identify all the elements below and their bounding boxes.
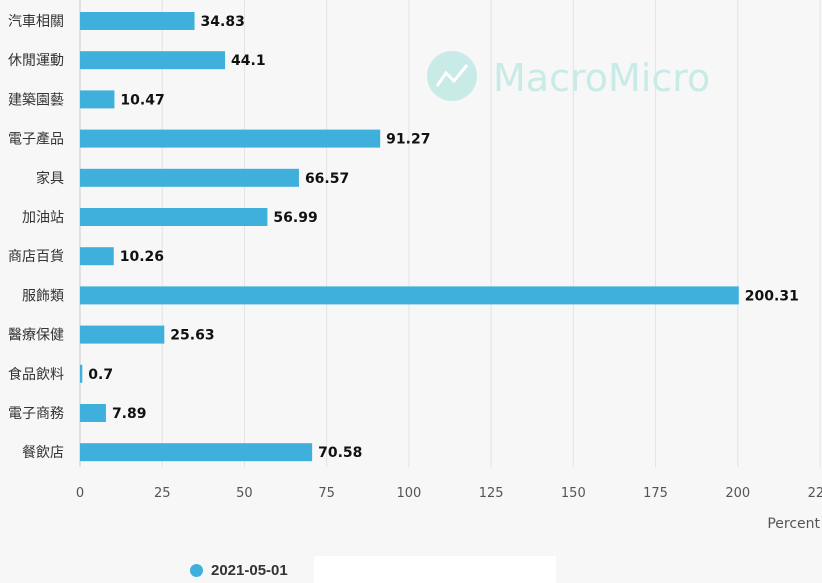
x-tick-label: 0: [76, 486, 84, 501]
macromicro-logo-icon: [427, 51, 477, 101]
bar-chart: MacroMicro 汽車相關休閒運動建築園藝電子產品家具加油站商店百貨服飾類醫…: [8, 0, 822, 532]
x-tick-label: 25: [154, 486, 171, 501]
data-label: 34.83: [201, 14, 245, 30]
data-label: 7.89: [112, 406, 147, 422]
category-label: 餐飲店: [22, 445, 64, 461]
category-label: 加油站: [22, 210, 64, 226]
grid-lines: [161, 0, 821, 467]
category-label: 電子產品: [8, 131, 64, 148]
category-label: 服飾類: [22, 288, 64, 304]
bars: [80, 12, 739, 462]
category-label: 醫療保健: [8, 327, 64, 344]
bar[interactable]: [80, 364, 83, 383]
legend-label: 2021-05-01: [211, 562, 288, 579]
bar[interactable]: [80, 51, 226, 70]
data-label: 44.1: [231, 53, 266, 69]
data-label: 91.27: [386, 132, 430, 148]
data-label: 10.47: [120, 92, 164, 108]
data-label: 66.57: [305, 171, 349, 187]
x-tick-label: 75: [318, 486, 335, 501]
data-labels: 34.83 44.1 10.47 91.27 66.57 56.99 10.26 200.31…: [88, 14, 799, 461]
bar[interactable]: [80, 404, 106, 422]
data-label: 10.26: [120, 249, 164, 265]
legend-marker: [190, 564, 203, 577]
category-label: 汽車相關: [8, 13, 64, 30]
data-label: 70.58: [318, 445, 362, 461]
watermark-text: MacroMicro: [493, 56, 710, 100]
legend-item[interactable]: 2021-05-01: [190, 562, 288, 579]
x-tick-label: 150: [561, 486, 586, 501]
x-tick-labels: 0 25 50 75 100 125 150 175 200 225: [76, 486, 822, 501]
category-labels: 汽車相關休閒運動建築園藝電子產品家具加油站商店百貨服飾類醫療保健食品飲料電子商務…: [8, 13, 64, 461]
data-label: 0.7: [88, 367, 113, 383]
x-axis-title: Percent: [767, 516, 820, 532]
legend-blank-area: [314, 556, 556, 583]
category-label: 食品飲料: [8, 366, 64, 383]
category-label: 休閒運動: [8, 53, 64, 69]
bar[interactable]: [80, 129, 381, 148]
data-label: 56.99: [273, 210, 317, 226]
data-label: 200.31: [745, 288, 799, 304]
x-tick-label: 50: [236, 486, 253, 501]
x-tick-label: 175: [643, 486, 668, 501]
x-tick-label: 200: [725, 486, 750, 501]
bar[interactable]: [80, 168, 299, 187]
category-label: 家具: [36, 170, 64, 187]
category-label: 電子商務: [8, 406, 64, 422]
logo-chart-line: [435, 64, 469, 87]
category-label: 商店百貨: [8, 248, 64, 265]
category-label: 建築園藝: [8, 92, 64, 108]
x-tick-label: 100: [396, 486, 421, 501]
bar[interactable]: [80, 286, 739, 305]
bar[interactable]: [80, 325, 165, 344]
x-tick-label: 225: [808, 486, 822, 501]
x-tick-label: 125: [479, 486, 504, 501]
bar[interactable]: [80, 208, 268, 226]
bar[interactable]: [80, 12, 195, 30]
data-label: 25.63: [170, 328, 214, 344]
bar[interactable]: [80, 247, 114, 266]
watermark: MacroMicro: [427, 51, 710, 101]
bar[interactable]: [80, 90, 115, 109]
bar[interactable]: [80, 443, 313, 462]
